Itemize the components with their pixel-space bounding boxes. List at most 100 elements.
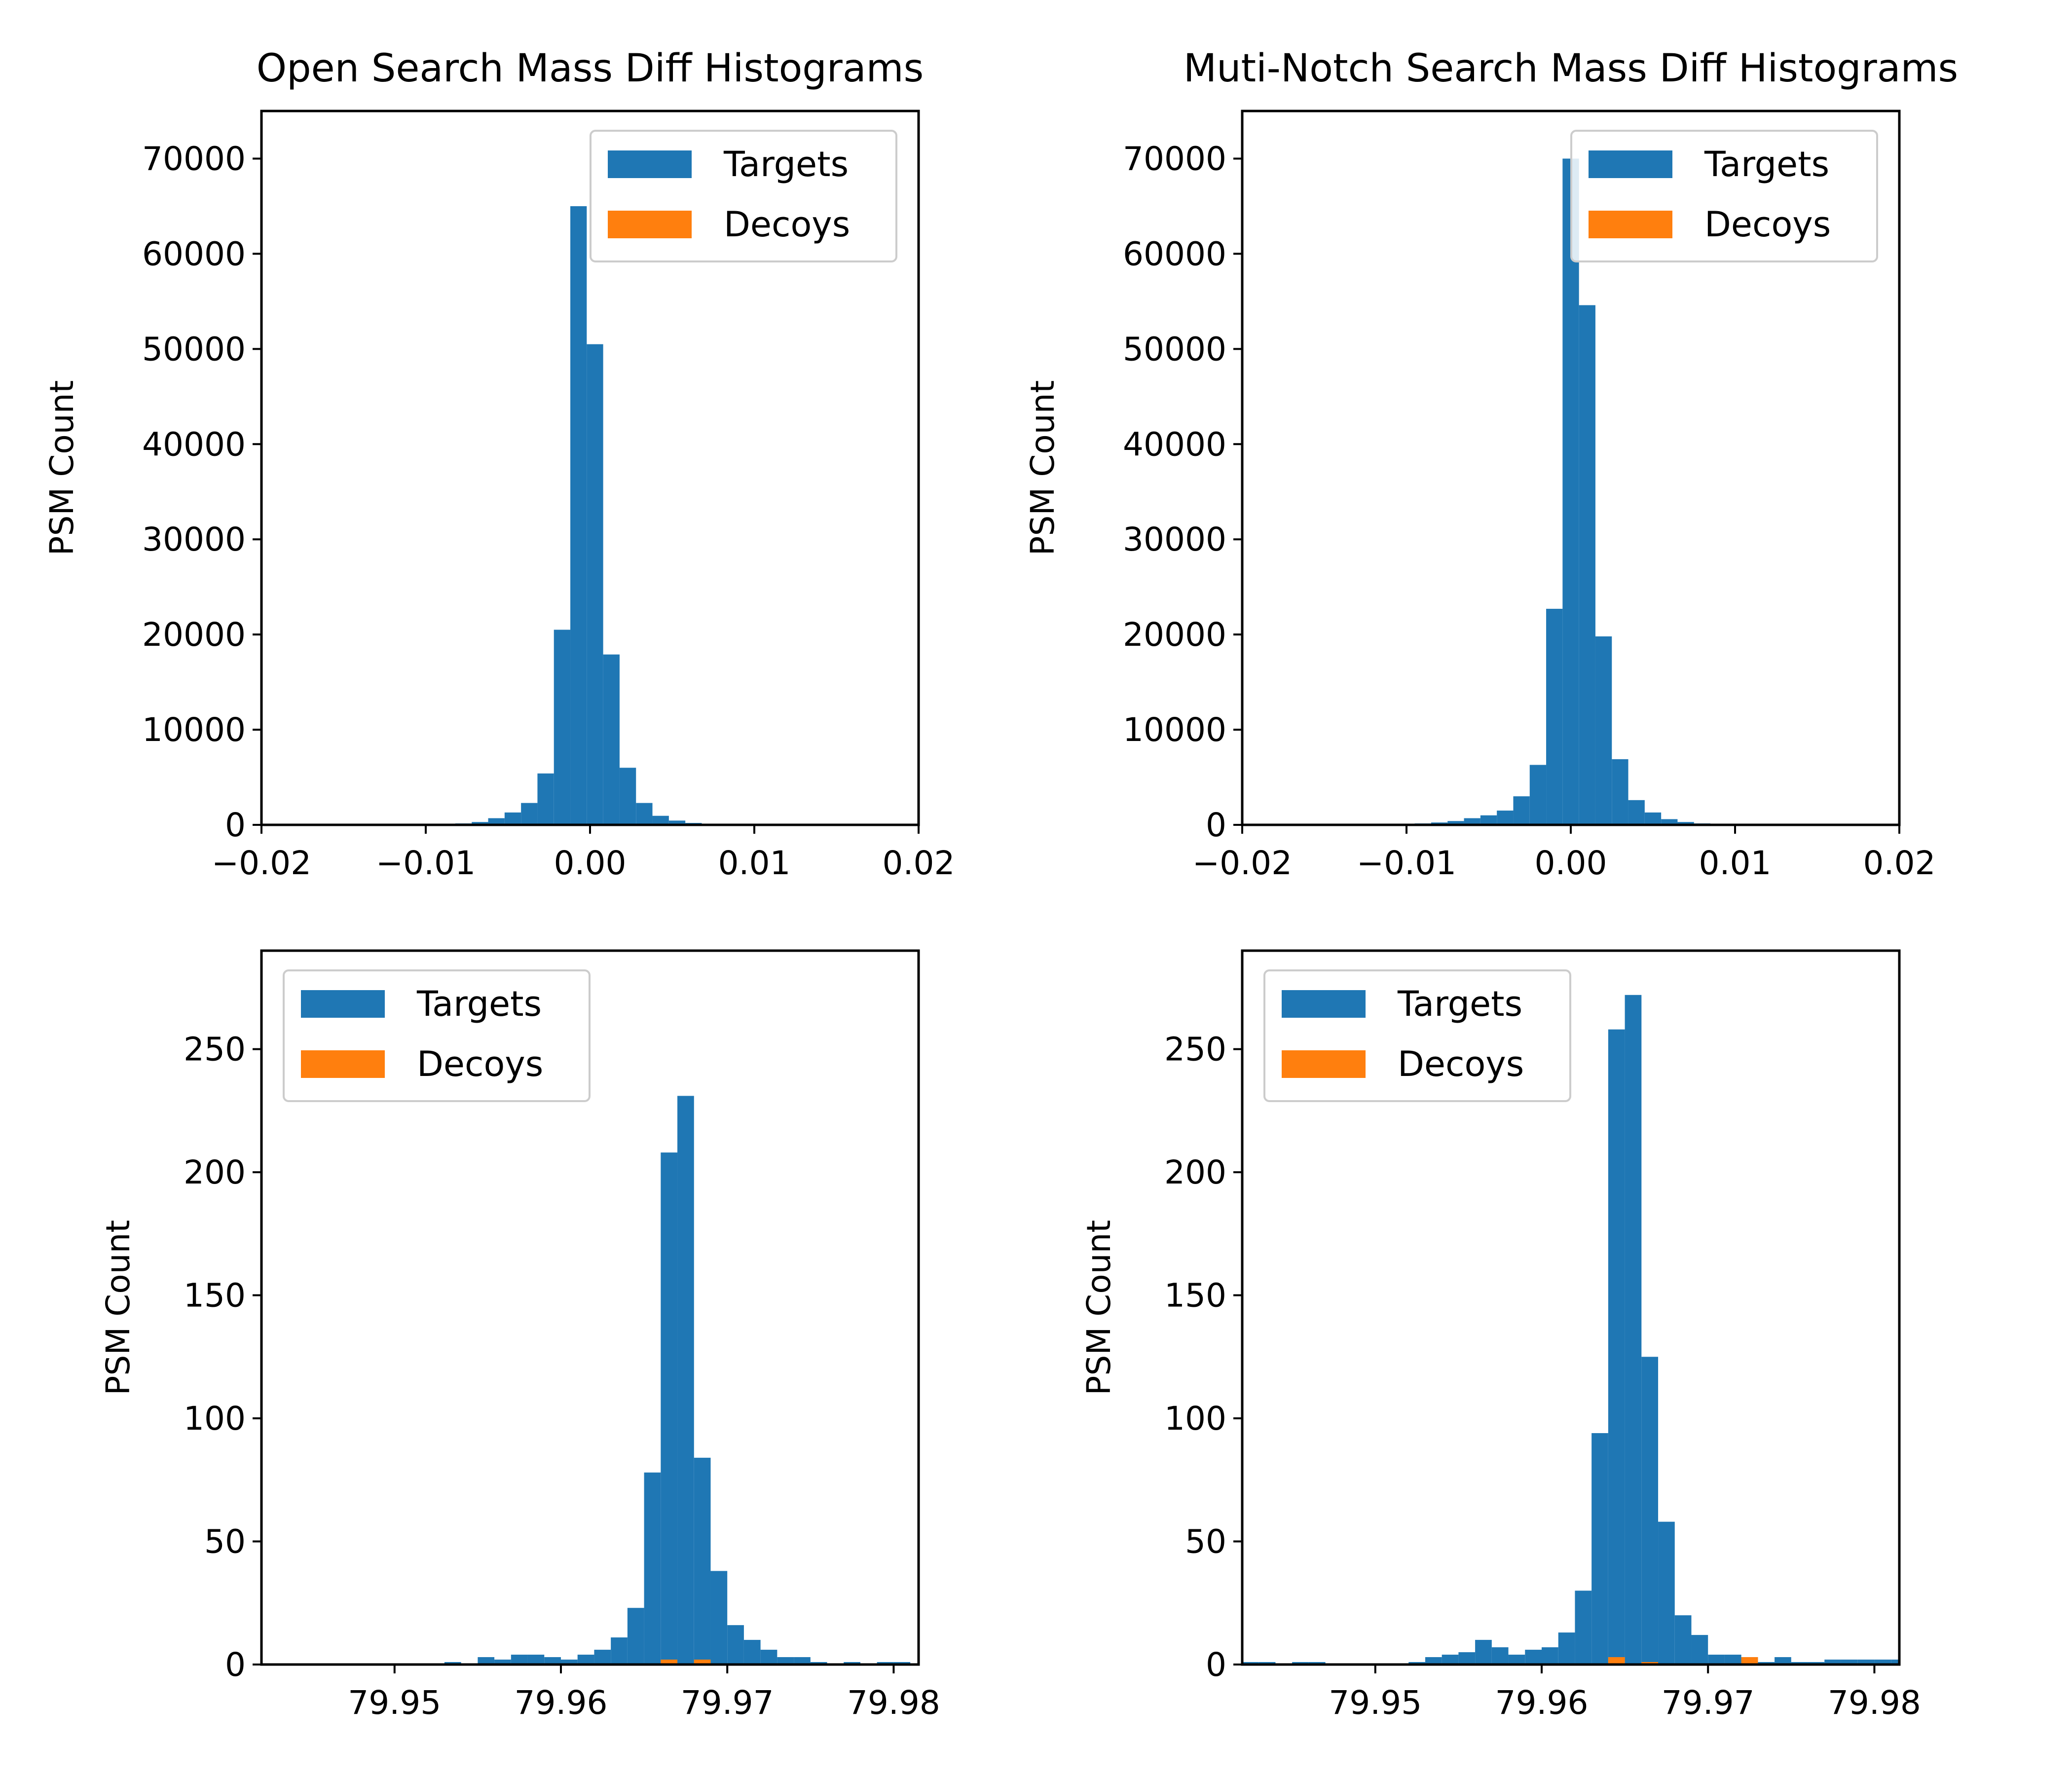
- target-bar: [1674, 1615, 1692, 1665]
- target-bar: [743, 1640, 761, 1665]
- target-bar: [1579, 305, 1595, 825]
- histogram-bars: [444, 1096, 911, 1665]
- y-axis-label: PSM Count: [43, 380, 81, 556]
- x-tick-label: 79.96: [1495, 1684, 1589, 1722]
- target-bar: [1458, 1652, 1476, 1665]
- decoy-bar: [661, 1660, 678, 1665]
- target-bar: [1691, 1635, 1708, 1665]
- target-bar: [1708, 1655, 1725, 1665]
- target-bar: [1575, 1591, 1592, 1665]
- target-bar: [727, 1625, 744, 1665]
- y-tick-label: 10000: [1123, 711, 1226, 749]
- x-tick-label: 79.98: [1828, 1684, 1921, 1722]
- target-bar: [1608, 1029, 1625, 1665]
- target-bar: [488, 818, 505, 825]
- legend: Targets Decoys: [283, 969, 591, 1102]
- y-tick-label: 30000: [1123, 520, 1226, 558]
- chart-panel-2: 0 10000 20000 30000 40000 50000 60000 70000 −0.0…: [1024, 46, 1958, 882]
- chart-panel-3: 0 50 100 150 200 250 79.95 79.96 79.97 79.98 PSM C…: [99, 949, 940, 1722]
- chart-panel-1: 0 10000 20000 30000 40000 50000 60000 70000 −0.0…: [43, 46, 955, 882]
- target-bar: [511, 1655, 528, 1665]
- decoys-swatch: [1589, 211, 1672, 238]
- target-bar: [537, 773, 554, 825]
- x-tick-label: 79.95: [348, 1684, 441, 1722]
- target-bar: [527, 1655, 545, 1665]
- targets-swatch: [301, 990, 385, 1018]
- target-bar: [794, 1657, 811, 1665]
- legend-label-targets: Targets: [1397, 984, 1522, 1024]
- target-bar: [1595, 636, 1612, 825]
- y-tick-label: 20000: [142, 616, 246, 654]
- chart-panel-4: 0 50 100 150 200 250 79.95 79.96 79.97 79.98 PSM C…: [1080, 949, 1921, 1722]
- y-tick-label: 0: [1206, 806, 1226, 844]
- y-tick-label: 70000: [142, 140, 246, 178]
- decoy-bar: [1741, 1657, 1758, 1665]
- y-tick-label: 150: [184, 1277, 246, 1315]
- target-bar: [611, 1637, 628, 1665]
- target-bar: [777, 1657, 794, 1665]
- target-bar: [1525, 1650, 1542, 1665]
- axes-frame: [1241, 949, 1901, 1666]
- target-bar: [1546, 609, 1563, 825]
- x-tick-label: 0.02: [1863, 844, 1936, 882]
- target-bar: [1641, 1357, 1659, 1665]
- target-bar: [1491, 1647, 1509, 1665]
- legend-label-decoys: Decoys: [1398, 1044, 1524, 1084]
- targets-swatch: [1282, 990, 1366, 1018]
- y-tick-label: 250: [1164, 1031, 1226, 1069]
- target-bar: [570, 206, 587, 825]
- legend: Targets Decoys: [1263, 969, 1571, 1102]
- y-tick-label: 200: [184, 1153, 246, 1191]
- x-tick-label: −0.02: [212, 844, 311, 882]
- x-tick-label: −0.01: [376, 844, 476, 882]
- x-tick-label: 79.97: [1662, 1684, 1755, 1722]
- target-bar: [760, 1650, 777, 1665]
- target-bar: [1508, 1655, 1525, 1665]
- target-bar: [1628, 800, 1645, 825]
- target-bar: [677, 1096, 694, 1665]
- target-bar: [1824, 1660, 1841, 1665]
- target-bar: [1464, 818, 1480, 825]
- y-tick-label: 100: [1164, 1400, 1226, 1438]
- legend-label-targets: Targets: [416, 984, 542, 1024]
- chart-title: Open Search Mass Diff Histograms: [257, 46, 924, 91]
- y-tick-label: 50: [204, 1523, 246, 1561]
- target-bar: [1775, 1657, 1791, 1665]
- target-bar: [1480, 815, 1497, 825]
- target-bar: [478, 1657, 495, 1665]
- legend-label-targets: Targets: [1704, 144, 1829, 185]
- y-tick-label: 0: [1206, 1646, 1226, 1684]
- y-tick-label: 40000: [1123, 425, 1226, 463]
- histogram-bars: [455, 206, 718, 825]
- legend-label-decoys: Decoys: [417, 1044, 543, 1084]
- decoy-bar: [694, 1660, 711, 1665]
- target-bar: [587, 344, 603, 825]
- target-bar: [1529, 765, 1547, 825]
- y-tick-label: 0: [225, 1646, 246, 1684]
- target-bar: [694, 1457, 711, 1665]
- y-axis-label: PSM Count: [99, 1220, 137, 1396]
- target-bar: [1724, 1655, 1741, 1665]
- legend-label-decoys: Decoys: [724, 204, 850, 245]
- target-bar: [1475, 1640, 1492, 1665]
- target-bar: [1661, 819, 1678, 825]
- target-bar: [1447, 821, 1464, 825]
- y-tick-label: 60000: [1123, 235, 1226, 273]
- axes-frame: [260, 949, 920, 1666]
- x-tick-label: 79.97: [681, 1684, 774, 1722]
- target-bar: [560, 1660, 578, 1665]
- target-bar: [1562, 158, 1579, 825]
- x-tick-label: 79.98: [847, 1684, 940, 1722]
- target-bar: [636, 803, 653, 825]
- x-tick-label: 0.00: [554, 844, 627, 882]
- targets-swatch: [1589, 150, 1672, 178]
- x-tick-label: −0.01: [1357, 844, 1456, 882]
- target-bar: [1442, 1655, 1459, 1665]
- target-bar: [652, 815, 669, 825]
- x-tick-label: 0.01: [718, 844, 791, 882]
- y-tick-label: 250: [184, 1031, 246, 1069]
- target-bar: [1591, 1433, 1608, 1665]
- histogram-bars: [1414, 158, 1711, 825]
- decoys-swatch: [1282, 1050, 1366, 1078]
- y-tick-label: 60000: [142, 235, 246, 273]
